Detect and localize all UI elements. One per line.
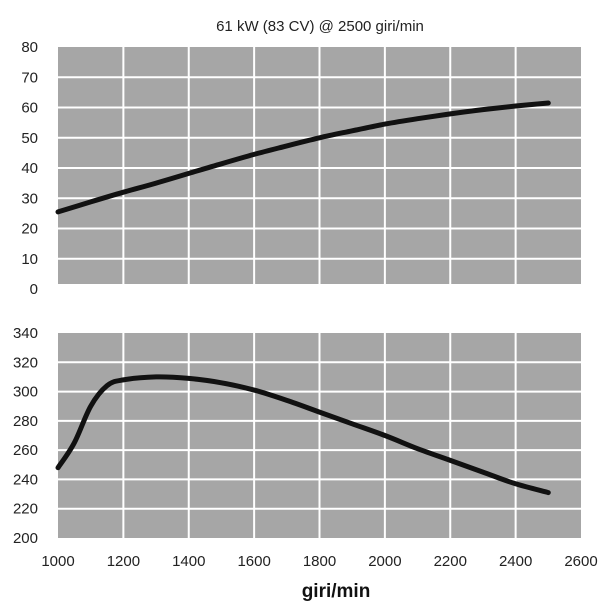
torque-y-tick-label: 200 (13, 530, 38, 547)
torque-x-tick-label: 1600 (237, 553, 270, 570)
power-y-tick-label: 60 (21, 100, 38, 117)
torque-x-tick-label: 1200 (107, 553, 140, 570)
power-plot: 0 10 20 30 40 50 60 70 80 (21, 39, 581, 298)
torque-x-tick-label: 1400 (172, 553, 205, 570)
power-y-tick-label: 70 (21, 69, 38, 86)
torque-plot: 200 220 240 260 280 300 320 340 1000 1200 1400 1600… (13, 325, 598, 570)
torque-x-tick-label: 2400 (499, 553, 532, 570)
torque-x-tick-label: 1800 (303, 553, 336, 570)
torque-y-tick-label: 340 (13, 325, 38, 342)
power-y-tick-label: 80 (21, 39, 38, 56)
torque-x-tick-label: 2200 (434, 553, 467, 570)
x-axis-label: giri/min (302, 581, 371, 602)
torque-curve (55, 374, 551, 496)
torque-x-tick-label: 2600 (564, 553, 597, 570)
power-y-tick-label: 20 (21, 221, 38, 238)
torque-y-tick-label: 300 (13, 384, 38, 401)
torque-y-tick-label: 240 (13, 471, 38, 488)
power-y-tick-label: 50 (21, 130, 38, 147)
torque-y-tick-label: 220 (13, 501, 38, 518)
torque-y-tick-label: 320 (13, 354, 38, 371)
torque-y-tick-label: 280 (13, 413, 38, 430)
torque-y-tick-label: 260 (13, 442, 38, 459)
power-y-tick-label: 0 (30, 281, 38, 298)
power-y-tick-label: 10 (21, 251, 38, 268)
torque-x-tick-label: 2000 (368, 553, 401, 570)
torque-x-tick-label: 1000 (41, 553, 74, 570)
power-y-tick-label: 30 (21, 190, 38, 207)
power-curve (55, 100, 551, 215)
power-y-tick-label: 40 (21, 160, 38, 177)
chart-title: 61 kW (83 CV) @ 2500 giri/min (216, 18, 424, 35)
